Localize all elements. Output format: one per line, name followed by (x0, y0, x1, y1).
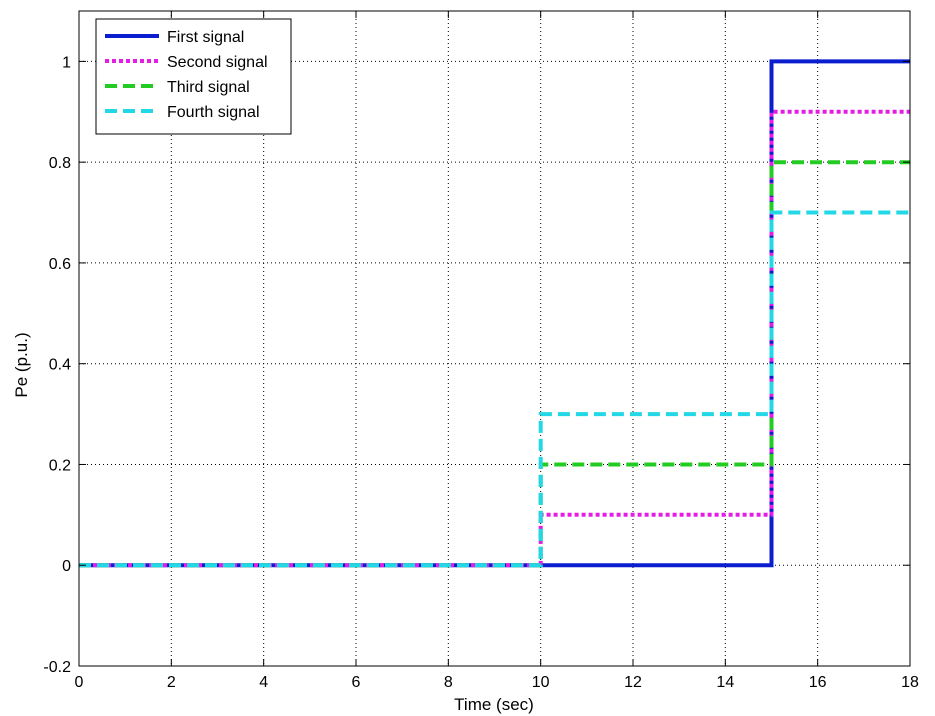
x-axis-label: Time (sec) (454, 695, 534, 714)
series-line-4 (79, 210, 910, 568)
x-tick-label: 0 (75, 674, 84, 691)
x-tick-label: 16 (809, 674, 827, 691)
legend-label-1: First signal (167, 29, 244, 46)
y-tick-label: 0.4 (49, 357, 71, 374)
x-tick-label: 4 (259, 674, 268, 691)
y-tick-label: 0.6 (49, 256, 71, 273)
y-tick-label: 0 (62, 558, 71, 575)
legend-label-3: Third signal (167, 79, 250, 96)
plot-frame (78, 10, 911, 667)
x-tick-label: 10 (532, 674, 550, 691)
series-layer (79, 59, 910, 568)
legend-box (95, 18, 292, 135)
y-axis-label: Pe (p.u.) (12, 332, 31, 397)
x-tick-label: 8 (444, 674, 453, 691)
x-tick-label: 18 (901, 674, 919, 691)
x-tick-label: 2 (167, 674, 176, 691)
x-tick-label: 6 (352, 674, 361, 691)
x-tick-label: 12 (624, 674, 642, 691)
y-tick-label: 1 (62, 54, 71, 71)
ticks: 0 2 4 6 8 10 12 14 16 18-0.200.20.40.60.81 (43, 11, 919, 691)
legend: First signal Second signal Third signal Fou… (95, 18, 292, 135)
x-tick-label: 14 (716, 674, 734, 691)
legend-label-4: Fourth signal (167, 104, 260, 121)
legend-label-2: Second signal (167, 54, 268, 71)
y-tick-label: -0.2 (43, 659, 71, 676)
y-tick-label: 0.8 (49, 155, 71, 172)
y-tick-label: 0.2 (49, 457, 71, 474)
